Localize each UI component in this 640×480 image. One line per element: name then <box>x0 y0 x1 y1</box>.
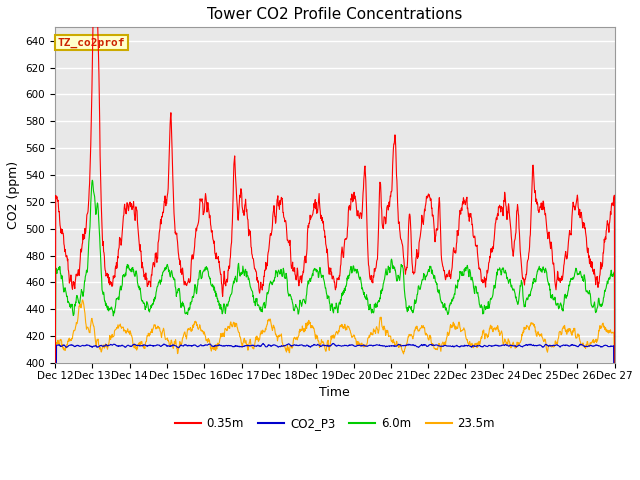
X-axis label: Time: Time <box>319 386 350 399</box>
Legend: 0.35m, CO2_P3, 6.0m, 23.5m: 0.35m, CO2_P3, 6.0m, 23.5m <box>170 413 500 435</box>
Y-axis label: CO2 (ppm): CO2 (ppm) <box>7 161 20 229</box>
Title: Tower CO2 Profile Concentrations: Tower CO2 Profile Concentrations <box>207 7 463 22</box>
Text: TZ_co2prof: TZ_co2prof <box>58 37 125 48</box>
